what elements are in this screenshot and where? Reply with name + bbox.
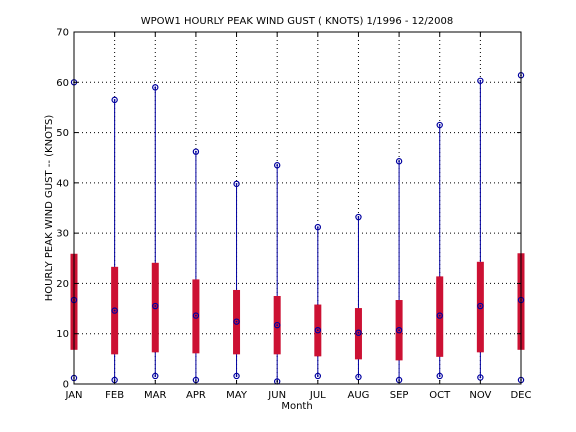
max-marker <box>152 84 159 91</box>
x-tick-label: OCT <box>429 390 451 401</box>
x-tick-label: DEC <box>510 390 531 401</box>
max-marker-dot <box>479 79 482 82</box>
min-marker <box>233 372 240 380</box>
y-tick-label: 40 <box>56 178 69 189</box>
min-marker <box>355 373 362 381</box>
max-marker-dot <box>357 216 360 218</box>
median-marker-dot <box>154 305 157 307</box>
min-marker-dot <box>438 375 441 377</box>
max-marker-dot <box>398 160 400 163</box>
x-tick-label: JAN <box>64 390 82 401</box>
y-tick-label: 0 <box>63 380 69 391</box>
max-marker <box>395 158 403 165</box>
min-marker-dot <box>316 375 319 377</box>
median-marker-dot <box>357 331 360 334</box>
median-marker <box>152 302 159 310</box>
x-tick-label: MAR <box>144 390 166 401</box>
median-marker <box>273 321 281 329</box>
min-marker <box>152 372 159 380</box>
y-tick-label: 70 <box>56 28 69 39</box>
plot-area <box>74 32 521 384</box>
min-marker-dot <box>479 376 482 379</box>
median-marker-dot <box>438 314 441 317</box>
max-marker <box>273 162 281 169</box>
max-marker-dot <box>276 164 279 167</box>
median-marker <box>233 318 240 325</box>
y-tick-label: 20 <box>56 279 69 290</box>
min-marker <box>314 372 322 380</box>
y-tick-label: 10 <box>56 329 69 340</box>
median-marker <box>395 326 403 334</box>
max-marker-dot <box>154 86 157 89</box>
median-marker-dot <box>195 314 197 317</box>
median-marker <box>111 307 118 314</box>
y-tick-label: 30 <box>56 229 69 240</box>
median-marker <box>314 326 322 334</box>
iqr-box <box>354 308 362 360</box>
max-marker-dot <box>113 98 116 101</box>
median-marker <box>355 329 362 336</box>
median-marker-dot <box>235 320 238 323</box>
median-marker <box>436 312 443 319</box>
iqr-box <box>476 261 484 353</box>
min-marker-dot <box>235 375 238 377</box>
iqr-box <box>151 262 159 353</box>
y-tick-label: 50 <box>56 128 69 139</box>
max-marker <box>111 96 118 104</box>
x-tick-label: AUG <box>347 390 369 401</box>
max-marker-dot <box>316 226 319 229</box>
max-marker <box>477 77 484 84</box>
median-marker-dot <box>398 329 400 332</box>
iqr-box <box>436 276 444 357</box>
min-marker-dot <box>357 376 360 378</box>
max-marker-dot <box>438 124 441 126</box>
median-marker-dot <box>276 324 279 327</box>
max-marker <box>192 148 200 155</box>
x-tick-label: SEP <box>390 390 409 401</box>
max-marker <box>314 223 322 231</box>
x-tick-label: JUL <box>309 390 326 401</box>
y-axis-title: HOURLY PEAK WIND GUST -- (KNOTS) <box>44 115 55 302</box>
median-marker-dot <box>316 329 319 332</box>
median-marker-dot <box>479 305 482 307</box>
min-marker-dot <box>154 375 157 377</box>
max-marker <box>233 180 240 188</box>
median-marker <box>477 302 484 310</box>
x-tick-label: MAY <box>226 390 248 401</box>
chart-title: WPOW1 HOURLY PEAK WIND GUST ( KNOTS) 1/1… <box>141 16 453 27</box>
min-marker <box>436 372 443 380</box>
max-marker-dot <box>195 150 197 153</box>
x-tick-label: APR <box>186 390 206 401</box>
y-tick-label: 60 <box>56 78 69 89</box>
x-axis-title: Month <box>281 401 312 412</box>
x-tick-label: JUN <box>267 390 286 401</box>
median-marker <box>192 312 200 319</box>
axis-ticks: 0 10 20 30 40 50 60 70 JAN FEB MAR APR MAY JUN JUL AUG S… <box>56 28 531 402</box>
x-tick-label: NOV <box>469 390 491 401</box>
max-marker <box>436 121 443 129</box>
plot-frame <box>73 31 522 385</box>
max-marker-dot <box>235 182 238 185</box>
max-marker <box>355 213 362 221</box>
median-marker-dot <box>113 309 116 312</box>
x-tick-label: FEB <box>105 390 124 401</box>
